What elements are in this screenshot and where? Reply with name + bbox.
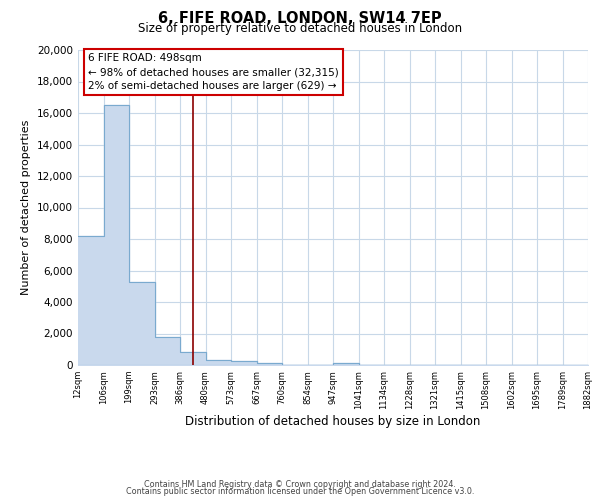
Y-axis label: Number of detached properties: Number of detached properties: [22, 120, 31, 295]
Text: Contains HM Land Registry data © Crown copyright and database right 2024.: Contains HM Land Registry data © Crown c…: [144, 480, 456, 489]
Text: Size of property relative to detached houses in London: Size of property relative to detached ho…: [138, 22, 462, 35]
Text: 6, FIFE ROAD, LONDON, SW14 7EP: 6, FIFE ROAD, LONDON, SW14 7EP: [158, 11, 442, 26]
Text: Contains public sector information licensed under the Open Government Licence v3: Contains public sector information licen…: [126, 487, 474, 496]
Text: 6 FIFE ROAD: 498sqm
← 98% of detached houses are smaller (32,315)
2% of semi-det: 6 FIFE ROAD: 498sqm ← 98% of detached ho…: [88, 53, 339, 91]
X-axis label: Distribution of detached houses by size in London: Distribution of detached houses by size …: [185, 414, 481, 428]
